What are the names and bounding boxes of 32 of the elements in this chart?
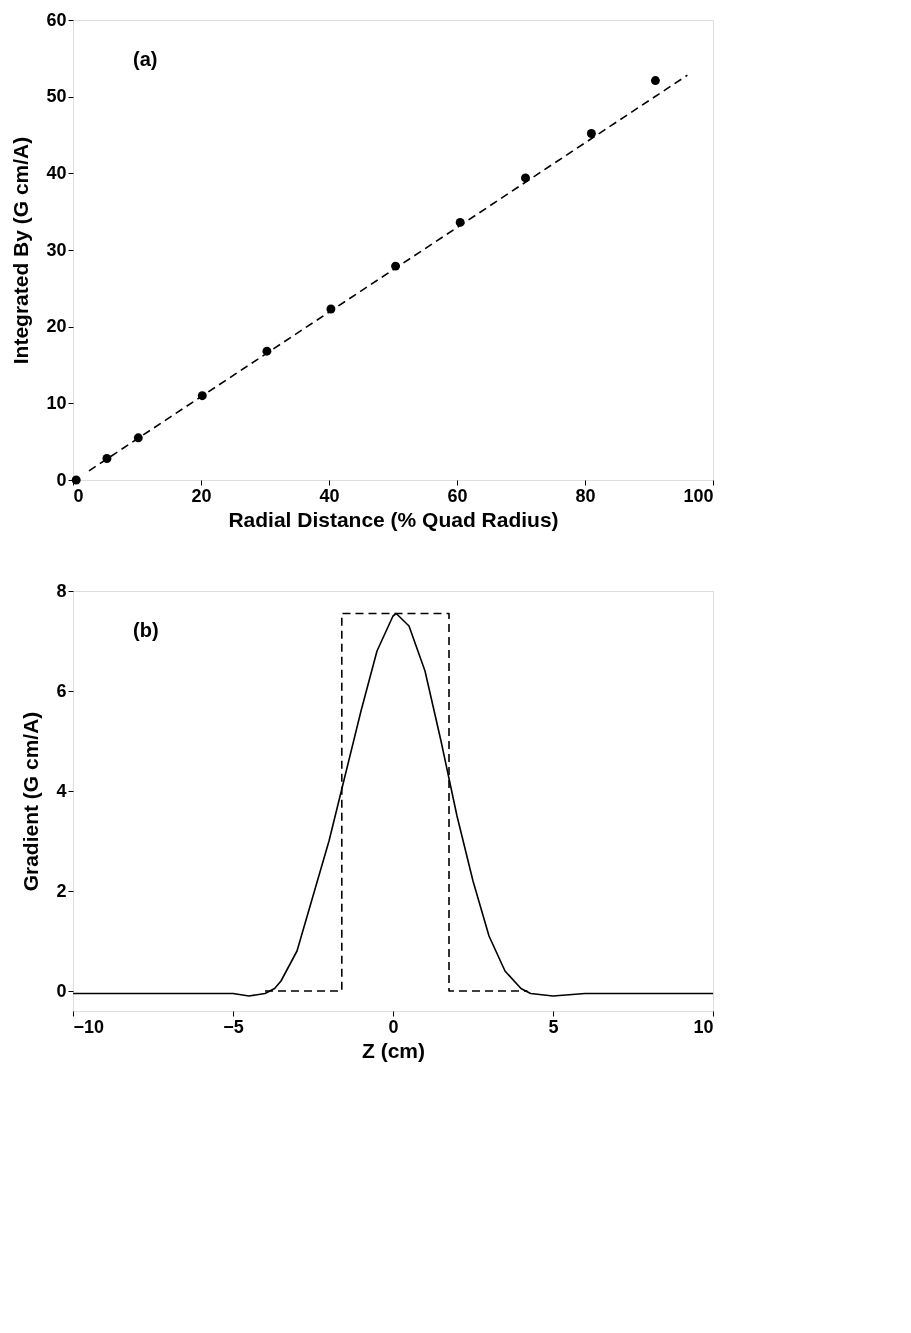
- y-axis-title: Gradient (G cm/A): [19, 711, 43, 892]
- x-axis-title: Z (cm): [362, 1038, 425, 1062]
- y-tick-label: 0: [56, 469, 67, 490]
- x-tick-label: −10: [73, 1016, 105, 1037]
- x-tick-label: −5: [223, 1016, 244, 1037]
- x-tick-label: 100: [683, 485, 714, 506]
- y-tick-label: 0: [56, 980, 67, 1001]
- y-tick-label: 4: [56, 780, 67, 801]
- x-tick-label: 20: [191, 485, 212, 506]
- annotation: (a): [133, 48, 158, 70]
- point: [586, 129, 596, 138]
- x-tick-label: 5: [548, 1016, 559, 1037]
- x-tick-label: 80: [575, 485, 596, 506]
- x-tick-label: 10: [693, 1016, 714, 1037]
- point: [650, 76, 660, 86]
- annotation: (b): [133, 619, 159, 641]
- x-tick-label: 0: [73, 485, 84, 506]
- x-tick-label: 60: [447, 485, 468, 506]
- y-tick-label: 40: [46, 162, 67, 183]
- y-tick-label: 6: [56, 680, 67, 701]
- y-tick-label: 2: [56, 880, 67, 901]
- y-axis-title: Integrated By (G cm/A): [9, 136, 33, 365]
- point: [71, 475, 81, 485]
- y-tick-label: 60: [46, 9, 67, 30]
- y-tick-label: 50: [46, 86, 67, 107]
- x-tick-label: 0: [388, 1016, 399, 1037]
- y-tick-label: 8: [56, 580, 67, 601]
- x-tick-label: 40: [319, 485, 340, 506]
- x-axis-title: Radial Distance (% Quad Radius): [228, 507, 559, 531]
- y-tick-label: 10: [46, 392, 67, 413]
- y-tick-label: 30: [46, 239, 67, 260]
- y-tick-label: 20: [46, 316, 67, 337]
